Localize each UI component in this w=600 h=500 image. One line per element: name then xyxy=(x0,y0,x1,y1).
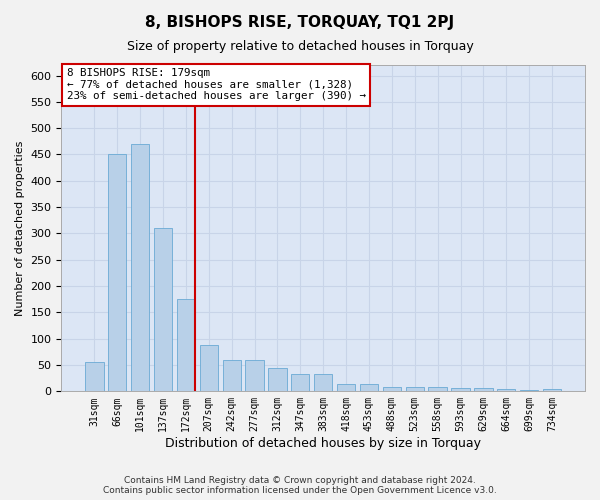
Bar xyxy=(406,387,424,392)
Y-axis label: Number of detached properties: Number of detached properties xyxy=(15,140,25,316)
Text: Contains HM Land Registry data © Crown copyright and database right 2024.
Contai: Contains HM Land Registry data © Crown c… xyxy=(103,476,497,495)
Bar xyxy=(245,360,264,392)
Bar xyxy=(337,384,355,392)
Bar xyxy=(177,299,195,392)
Bar xyxy=(497,388,515,392)
Text: Size of property relative to detached houses in Torquay: Size of property relative to detached ho… xyxy=(127,40,473,53)
Bar xyxy=(223,360,241,392)
Bar xyxy=(85,362,104,392)
Bar xyxy=(383,387,401,392)
X-axis label: Distribution of detached houses by size in Torquay: Distribution of detached houses by size … xyxy=(165,437,481,450)
Bar xyxy=(543,388,561,392)
Bar xyxy=(314,374,332,392)
Bar xyxy=(200,345,218,392)
Bar xyxy=(520,390,538,392)
Bar xyxy=(428,387,447,392)
Bar xyxy=(474,388,493,392)
Bar xyxy=(268,368,287,392)
Bar xyxy=(131,144,149,392)
Text: 8, BISHOPS RISE, TORQUAY, TQ1 2PJ: 8, BISHOPS RISE, TORQUAY, TQ1 2PJ xyxy=(145,15,455,30)
Bar xyxy=(451,388,470,392)
Bar xyxy=(154,228,172,392)
Text: 8 BISHOPS RISE: 179sqm
← 77% of detached houses are smaller (1,328)
23% of semi-: 8 BISHOPS RISE: 179sqm ← 77% of detached… xyxy=(67,68,365,102)
Bar xyxy=(108,154,127,392)
Bar xyxy=(291,374,310,392)
Bar xyxy=(360,384,378,392)
